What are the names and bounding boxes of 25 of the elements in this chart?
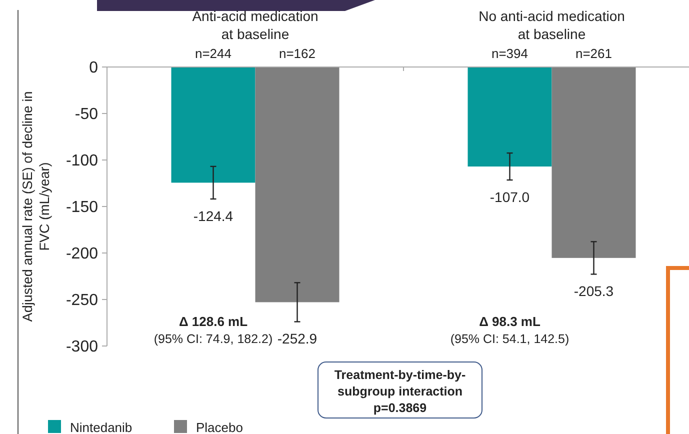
y-tick-label: -200	[66, 246, 98, 263]
y-tick-label: -150	[66, 199, 98, 216]
legend-label: Placebo	[196, 420, 243, 434]
text: n=261	[575, 46, 612, 61]
y-tick-label: -300	[66, 338, 98, 356]
y-axis-title: Adjusted annual rate (SE) of decline in FVC (mL/year)	[20, 91, 52, 322]
y-tick-label: -250	[66, 292, 98, 310]
y-tick-label: 0	[89, 60, 98, 77]
annotation: (95% CI: 74.9, 182.2)	[154, 332, 273, 346]
data-label: -107.0	[490, 188, 530, 205]
x-tick-label: No anti-acid medication at baseline	[478, 8, 625, 42]
legend-label: Nintedanib	[70, 420, 132, 434]
text: n=244	[194, 46, 232, 61]
y-tick-label: -50	[74, 106, 98, 124]
data-label: -124.4	[193, 208, 234, 224]
y-tick-label: -100	[66, 152, 98, 170]
annotation: Δ 98.3 mL	[479, 314, 540, 329]
text: n=394	[491, 46, 528, 61]
text: n=162	[278, 46, 316, 61]
text: Treatment-by-time-by- subgroup interaction p=0.3869	[334, 368, 466, 415]
data-label: -205.3	[574, 283, 614, 300]
x-tick-label: Anti-acid medication at baseline	[192, 8, 318, 42]
data-label: -252.9	[277, 330, 318, 347]
annotation: Δ 128.6 mL	[178, 314, 248, 329]
annotation: (95% CI: 54.1, 142.5)	[450, 332, 570, 346]
